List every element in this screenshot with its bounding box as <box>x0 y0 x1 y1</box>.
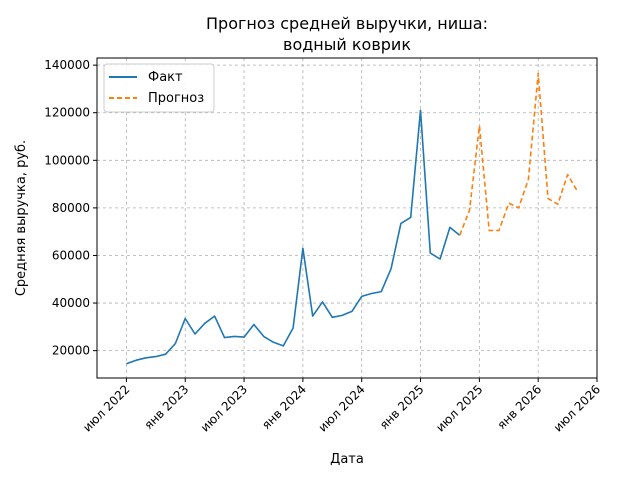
data-point <box>517 206 520 209</box>
series-group <box>125 72 579 365</box>
data-point <box>213 315 216 318</box>
x-tick-label: июл 2025 <box>433 382 485 434</box>
data-point <box>409 216 412 219</box>
y-tick-label: 100000 <box>44 153 90 167</box>
x-tick-label: июл 2022 <box>80 382 132 434</box>
data-point <box>341 314 344 317</box>
data-point <box>154 355 157 358</box>
data-point <box>331 316 334 319</box>
data-point <box>145 356 148 359</box>
y-tick-label: 60000 <box>52 248 90 262</box>
data-point <box>429 252 432 255</box>
y-tick-label: 40000 <box>52 296 90 310</box>
data-point <box>135 359 138 362</box>
x-tick-label: янв 2024 <box>259 382 309 432</box>
data-point <box>380 290 383 293</box>
x-tick-label: янв 2025 <box>377 382 427 432</box>
legend-label-fact: Факт <box>148 70 183 85</box>
x-tick-label: июл 2026 <box>551 382 603 434</box>
x-tick-label: янв 2023 <box>142 382 192 432</box>
x-tick-label: июл 2024 <box>316 382 368 434</box>
data-point <box>164 353 167 356</box>
data-point <box>311 315 314 318</box>
series-line-fact <box>126 109 461 365</box>
y-axis-ticks: 20000 40000 60000 80000 100000 120000 140000 <box>44 58 97 358</box>
data-point <box>537 72 540 75</box>
data-point <box>194 333 197 336</box>
x-axis-ticks: июл 2022 янв 2023 июл 2023 янв 2024 июл 2024… <box>80 378 603 435</box>
data-point <box>262 335 265 338</box>
y-axis-label: Средняя выручка, руб. <box>14 140 29 296</box>
x-tick-label: июл 2023 <box>198 382 250 434</box>
y-tick-label: 140000 <box>44 58 90 72</box>
data-point <box>272 341 275 344</box>
y-tick-label: 20000 <box>52 344 90 358</box>
data-point <box>233 335 236 338</box>
data-point <box>399 222 402 225</box>
data-point <box>282 344 285 347</box>
y-tick-label: 80000 <box>52 201 90 215</box>
chart-title-line-2: водный коврик <box>283 35 411 54</box>
data-point <box>448 226 451 229</box>
legend: Факт Прогноз <box>103 63 215 113</box>
data-point <box>174 342 177 345</box>
chart-title-line-1: Прогноз средней выручки, ниша: <box>206 14 488 33</box>
data-point <box>458 234 461 237</box>
data-point <box>566 173 569 176</box>
data-point <box>439 258 442 261</box>
data-point <box>184 317 187 320</box>
plot-frame <box>96 57 598 379</box>
data-point <box>547 197 550 200</box>
data-point <box>203 322 206 325</box>
data-point <box>390 267 393 270</box>
data-point <box>292 327 295 330</box>
data-point <box>419 109 422 112</box>
data-point <box>478 124 481 127</box>
data-point <box>125 362 128 365</box>
data-point <box>468 209 471 212</box>
legend-label-forecast: Прогноз <box>148 91 204 106</box>
x-axis-label: Дата <box>330 452 364 467</box>
data-point <box>301 247 304 250</box>
x-tick-label: янв 2026 <box>494 382 544 432</box>
series-line-forecast <box>458 72 579 236</box>
data-point <box>576 190 579 193</box>
data-point <box>321 300 324 303</box>
data-point <box>252 323 255 326</box>
data-point <box>370 292 373 295</box>
data-point <box>243 336 246 339</box>
data-point <box>350 310 353 313</box>
data-point <box>223 336 226 339</box>
data-point <box>488 229 491 232</box>
data-point <box>498 229 501 232</box>
y-tick-label: 120000 <box>44 106 90 120</box>
data-point <box>527 178 530 181</box>
data-point <box>360 295 363 298</box>
data-point <box>507 202 510 205</box>
data-point <box>556 203 559 206</box>
